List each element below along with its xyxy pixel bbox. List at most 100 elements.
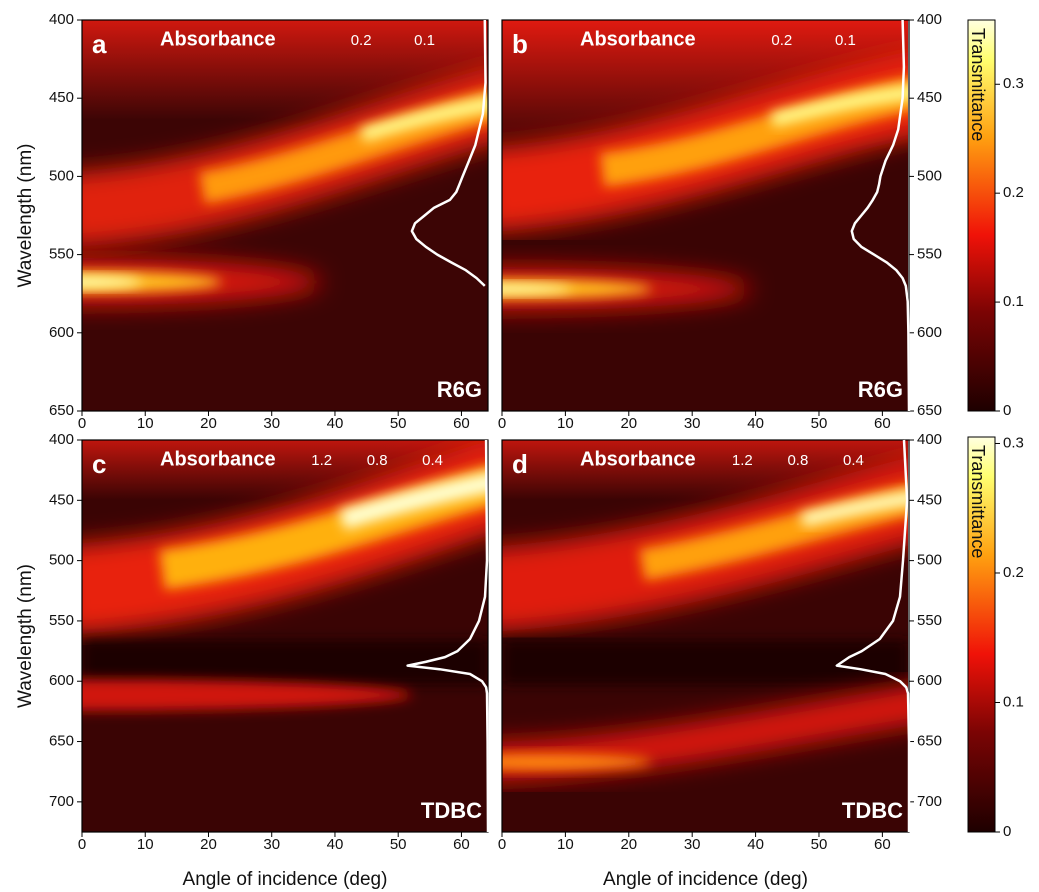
y-tick-label: 450 xyxy=(49,89,74,106)
panel-label: d xyxy=(512,449,528,479)
absorbance-tick-label: 0.2 xyxy=(351,32,372,49)
sample-label: TDBC xyxy=(842,798,903,823)
colorbar-title: Transmittance xyxy=(968,445,988,558)
heatmap-b xyxy=(502,20,908,411)
y-tick-label: 450 xyxy=(49,491,74,508)
y-tick-label: 550 xyxy=(917,612,942,629)
y-tick-label: 500 xyxy=(49,167,74,184)
y-tick-label: 550 xyxy=(917,246,942,263)
x-tick-label: 10 xyxy=(137,415,154,432)
x-tick-label: 60 xyxy=(453,836,470,853)
y-tick-label: 550 xyxy=(49,246,74,263)
y-tick-label: 700 xyxy=(917,793,942,810)
panel-label: b xyxy=(512,29,528,59)
colorbar-tick-label: 0.2 xyxy=(1003,184,1024,201)
heatmap-a xyxy=(82,20,488,411)
y-tick-label: 500 xyxy=(49,552,74,569)
x-tick-label: 20 xyxy=(620,836,637,853)
y-tick-label: 600 xyxy=(917,324,942,341)
y-tick-label: 600 xyxy=(917,672,942,689)
x-tick-label: 50 xyxy=(811,836,828,853)
y-tick-label: 400 xyxy=(49,431,74,448)
colorbar xyxy=(967,436,996,833)
x-tick-label: 40 xyxy=(327,836,344,853)
panel-label: c xyxy=(92,449,106,479)
absorbance-tick-label: 0.4 xyxy=(843,452,864,469)
x-tick-label: 20 xyxy=(200,836,217,853)
absorbance-curve xyxy=(835,439,911,832)
sample-label: TDBC xyxy=(421,798,482,823)
plot-frame xyxy=(501,439,910,833)
x-tick-label: 10 xyxy=(137,836,154,853)
y-tick-label: 600 xyxy=(49,672,74,689)
y-tick-label: 650 xyxy=(49,402,74,419)
absorbance-curve xyxy=(406,439,490,833)
absorbance-curve xyxy=(850,19,911,412)
x-tick-label: 40 xyxy=(747,836,764,853)
colorbar-title: Transmittance xyxy=(968,28,988,141)
x-tick-label: 10 xyxy=(557,415,574,432)
x-tick-label: 20 xyxy=(200,415,217,432)
colorbar-tick-label: 0.3 xyxy=(1003,75,1024,92)
y-tick-label: 700 xyxy=(49,793,74,810)
absorbance-tick-label: 1.2 xyxy=(311,452,332,469)
x-tick-label: 0 xyxy=(498,415,506,432)
x-tick-label: 30 xyxy=(263,415,280,432)
x-tick-label: 30 xyxy=(684,836,701,853)
x-tick-label: 60 xyxy=(874,415,891,432)
y-axis-title: Wavelength (nm) xyxy=(15,144,36,288)
absorbance-tick-label: 0.8 xyxy=(367,452,388,469)
absorbance-tick-label: 1.2 xyxy=(732,452,753,469)
x-tick-label: 50 xyxy=(390,836,407,853)
absorbance-title: Absorbance xyxy=(160,28,276,50)
x-tick-label: 60 xyxy=(874,836,891,853)
x-tick-label: 0 xyxy=(78,415,86,432)
y-tick-label: 650 xyxy=(917,733,942,750)
x-tick-label: 20 xyxy=(620,415,637,432)
x-tick-label: 40 xyxy=(747,415,764,432)
y-tick-label: 500 xyxy=(917,167,942,184)
sample-label: R6G xyxy=(858,377,903,402)
colorbar-tick-label: 0.3 xyxy=(1003,434,1024,451)
plot-frame xyxy=(81,19,489,412)
colorbar xyxy=(967,19,996,412)
x-tick-label: 60 xyxy=(453,415,470,432)
colorbar-tick-label: 0.1 xyxy=(1003,693,1024,710)
y-tick-label: 450 xyxy=(917,89,942,106)
x-tick-label: 30 xyxy=(263,836,280,853)
y-tick-label: 650 xyxy=(49,733,74,750)
absorbance-title: Absorbance xyxy=(580,448,696,470)
absorbance-tick-label: 0.1 xyxy=(835,32,856,49)
absorbance-title: Absorbance xyxy=(160,448,276,470)
absorbance-tick-label: 0.8 xyxy=(787,452,808,469)
y-tick-label: 650 xyxy=(917,402,942,419)
colorbar-tick-label: 0 xyxy=(1003,823,1011,840)
heatmap-c xyxy=(82,440,488,832)
x-tick-label: 10 xyxy=(557,836,574,853)
x-tick-label: 0 xyxy=(78,836,86,853)
absorbance-curve xyxy=(410,19,487,287)
x-tick-label: 0 xyxy=(498,836,506,853)
absorbance-title: Absorbance xyxy=(580,28,696,50)
colorbar-tick-label: 0 xyxy=(1003,402,1011,419)
absorbance-tick-label: 0.4 xyxy=(422,452,443,469)
y-tick-label: 500 xyxy=(917,552,942,569)
x-tick-label: 40 xyxy=(327,415,344,432)
x-tick-label: 30 xyxy=(684,415,701,432)
y-tick-label: 400 xyxy=(917,11,942,28)
y-tick-label: 550 xyxy=(49,612,74,629)
y-tick-label: 600 xyxy=(49,324,74,341)
colorbar-tick-label: 0.2 xyxy=(1003,564,1024,581)
plot-frame xyxy=(81,439,489,833)
sample-label: R6G xyxy=(437,377,482,402)
plot-frame xyxy=(501,19,910,412)
absorbance-tick-label: 0.2 xyxy=(771,32,792,49)
y-tick-label: 450 xyxy=(917,491,942,508)
heatmap-d xyxy=(502,440,908,832)
x-tick-label: 50 xyxy=(390,415,407,432)
y-tick-label: 400 xyxy=(917,431,942,448)
x-axis-title: Angle of incidence (deg) xyxy=(603,869,808,890)
x-axis-title: Angle of incidence (deg) xyxy=(183,869,388,890)
colorbar-tick-label: 0.1 xyxy=(1003,293,1024,310)
